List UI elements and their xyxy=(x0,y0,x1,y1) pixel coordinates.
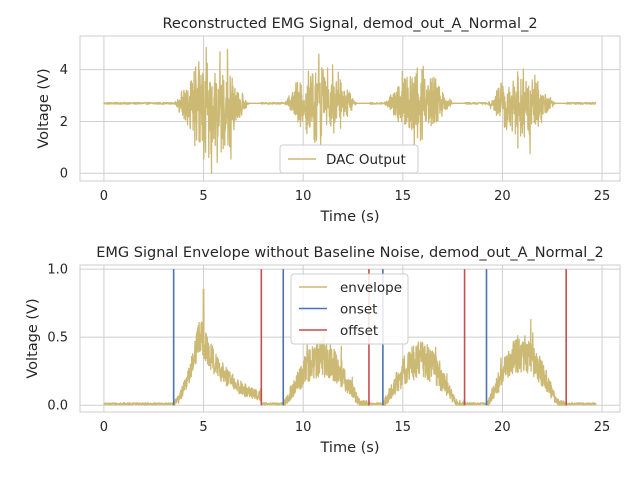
envelope-chart-y-axis-label: Voltage (V) xyxy=(25,298,41,378)
legend-label-onset: onset xyxy=(340,302,377,318)
signal-chart-legend: DAC Output xyxy=(279,144,419,174)
x-tick-label: 0 xyxy=(100,189,108,204)
y-tick-label: 0.5 xyxy=(47,331,68,346)
signal-chart-ticks: 0 5 10 15 20 25 0 2 4 xyxy=(60,63,611,204)
x-tick-label: 20 xyxy=(494,420,511,435)
x-tick-label: 25 xyxy=(594,420,611,435)
x-tick-label: 15 xyxy=(395,420,412,435)
envelope-chart-legend: envelope onset offset xyxy=(290,273,409,345)
y-tick-label: 4 xyxy=(60,63,68,78)
legend-label-offset: offset xyxy=(340,323,378,339)
signal-chart-plot xyxy=(103,46,597,174)
x-tick-label: 5 xyxy=(199,420,207,435)
x-tick-label: 25 xyxy=(594,189,611,204)
legend-label-envelope: envelope xyxy=(340,280,402,296)
signal-chart-frame xyxy=(79,35,621,182)
x-tick-label: 10 xyxy=(295,420,312,435)
envelope-chart-frame xyxy=(79,264,621,413)
envelope-chart: 0 5 10 15 20 25 0.0 0.5 1.0 EMG Signal Envelope … xyxy=(25,245,621,456)
signal-chart-y-axis-label: Voltage (V) xyxy=(36,68,52,148)
x-tick-label: 15 xyxy=(395,189,412,204)
signal-chart-x-axis-label: Time (s) xyxy=(320,209,380,225)
legend-box xyxy=(290,273,409,345)
y-tick-label: 0.0 xyxy=(47,399,68,414)
envelope-line xyxy=(103,288,597,406)
envelope-chart-title: EMG Signal Envelope without Baseline Noi… xyxy=(96,245,603,261)
legend-box xyxy=(279,144,419,174)
signal-chart-title: Reconstructed EMG Signal, demod_out_A_No… xyxy=(162,16,537,32)
x-tick-label: 5 xyxy=(199,189,207,204)
y-tick-label: 1.0 xyxy=(47,263,68,278)
y-tick-label: 0 xyxy=(60,167,68,182)
x-tick-label: 0 xyxy=(100,420,108,435)
y-tick-label: 2 xyxy=(60,115,68,130)
DAC Output-line xyxy=(103,46,597,174)
signal-chart: 0 5 10 15 20 25 0 2 4 Reconstructed EMG Signal, … xyxy=(36,16,621,225)
envelope-chart-x-axis-label: Time (s) xyxy=(320,440,380,456)
envelope-chart-ticks: 0 5 10 15 20 25 0.0 0.5 1.0 xyxy=(47,263,610,435)
legend-label-dac-output: DAC Output xyxy=(326,152,406,168)
x-tick-label: 20 xyxy=(494,189,511,204)
x-tick-label: 10 xyxy=(295,189,312,204)
